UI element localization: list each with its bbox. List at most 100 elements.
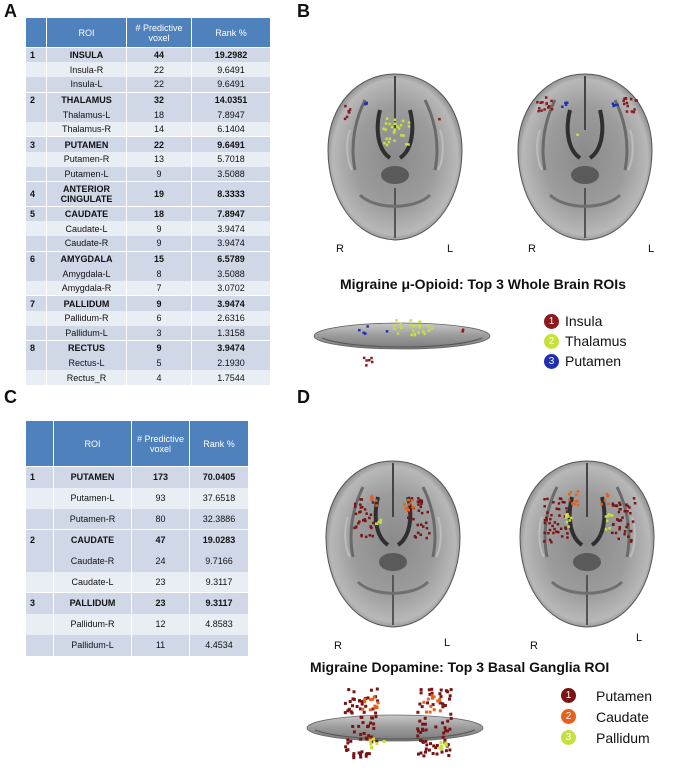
voxel-mark <box>550 108 554 111</box>
voxel-mark <box>355 705 359 708</box>
side-label-r: R <box>334 640 342 652</box>
voxel-mark <box>565 520 569 524</box>
cell-index: 3 <box>25 136 47 152</box>
table-row-subregion: Rectus_R 4 1.7544 <box>25 370 271 386</box>
voxel-mark <box>385 117 389 120</box>
voxel-mark <box>385 330 389 333</box>
voxel-mark <box>448 697 451 701</box>
voxel-mark <box>618 526 621 529</box>
voxel-mark <box>376 699 380 703</box>
voxel-mark <box>424 739 428 743</box>
voxel-mark <box>347 707 351 711</box>
voxel-mark <box>438 692 442 696</box>
cell-roi: Rectus_R <box>46 370 127 386</box>
legend-number-badge: 1 <box>561 688 576 703</box>
voxel-mark <box>347 688 351 692</box>
voxel-mark <box>370 360 374 364</box>
voxel-mark <box>352 756 356 760</box>
voxel-mark <box>628 506 631 509</box>
cell-roi: CAUDATE <box>46 206 127 222</box>
voxel-mark <box>411 329 415 332</box>
voxel-mark <box>375 504 378 507</box>
header-rank: Rank % <box>191 17 271 48</box>
voxel-mark <box>393 118 397 121</box>
table-row-subregion: Pallidum-R 12 4.8583 <box>25 613 249 635</box>
voxel-mark <box>366 696 370 700</box>
brain-axial-slice-d-left <box>324 459 462 629</box>
voxel-mark <box>611 523 615 526</box>
voxel-mark <box>370 735 374 739</box>
voxel-mark <box>574 499 577 503</box>
voxel-mark <box>566 101 569 104</box>
voxel-mark <box>357 751 361 755</box>
voxel-mark <box>561 105 564 108</box>
voxel-mark <box>375 522 378 525</box>
cell-voxel: 7 <box>126 280 192 296</box>
cell-index: 6 <box>25 250 47 267</box>
cell-voxel: 22 <box>126 77 192 93</box>
cell-voxel: 15 <box>126 250 192 267</box>
voxel-mark <box>625 503 628 506</box>
voxel-mark <box>369 742 373 746</box>
voxel-mark <box>385 143 389 147</box>
table-row-subregion: Rectus-L 5 2.1930 <box>25 355 271 371</box>
voxel-mark <box>384 128 387 131</box>
cell-roi: PALLIDUM <box>53 592 132 614</box>
cell-roi: Pallidum-L <box>46 325 127 341</box>
voxel-mark <box>370 356 373 360</box>
voxel-mark <box>403 502 406 506</box>
side-label-r: R <box>336 243 344 255</box>
voxel-mark <box>447 754 451 757</box>
voxel-mark <box>362 331 365 335</box>
voxel-mark <box>364 535 368 539</box>
side-label-l: L <box>648 243 655 255</box>
cell-index <box>25 121 47 137</box>
voxel-mark <box>438 709 442 713</box>
cell-voxel: 93 <box>131 487 190 509</box>
voxel-mark <box>419 751 423 755</box>
voxel-mark <box>573 502 577 506</box>
voxel-mark <box>416 729 420 733</box>
voxel-mark <box>379 521 382 524</box>
voxel-mark <box>388 137 392 140</box>
cell-index: 2 <box>25 529 54 551</box>
legend-number-badge: 1 <box>544 313 559 329</box>
voxel-mark <box>373 706 377 710</box>
voxel-mark <box>364 519 367 523</box>
voxel-mark <box>550 514 553 517</box>
voxel-mark <box>611 531 614 535</box>
voxel-mark <box>359 503 362 506</box>
voxel-mark <box>629 512 632 515</box>
voxel-mark <box>401 119 405 123</box>
voxel-mark <box>369 721 373 725</box>
voxel-mark <box>564 526 567 529</box>
voxel-mark <box>394 323 397 327</box>
voxel-mark <box>364 754 368 758</box>
cell-voxel: 23 <box>131 592 190 614</box>
voxel-mark <box>564 103 568 106</box>
cell-index: 8 <box>25 340 47 356</box>
voxel-mark <box>448 727 452 731</box>
header-voxel: # Predictive voxel <box>126 17 192 48</box>
voxel-mark <box>624 97 628 100</box>
voxel-mark <box>441 735 445 739</box>
voxel-mark <box>612 104 615 108</box>
voxel-mark <box>357 522 360 525</box>
voxel-mark <box>371 534 374 538</box>
voxel-mark <box>349 710 353 714</box>
roi-table-dopamine: ROI # Predictive voxel Rank % 1 PUTAMEN 17… <box>25 420 249 656</box>
voxel-mark <box>543 108 546 111</box>
voxel-mark <box>434 746 438 750</box>
voxel-mark <box>364 704 368 708</box>
table-row-region: 4 ANTERIOR CINGULATE 19 8.3333 <box>25 181 271 207</box>
header-roi: ROI <box>46 17 127 48</box>
voxel-mark <box>439 688 443 692</box>
voxel-mark <box>438 701 442 705</box>
cell-index <box>25 166 47 182</box>
voxel-mark <box>393 128 397 131</box>
table-row-subregion: Amygdala-R 7 3.0702 <box>25 280 271 296</box>
voxel-mark <box>382 739 386 743</box>
panel-letter-c: C <box>4 387 17 407</box>
voxel-mark <box>629 97 633 101</box>
table-row-region: 2 CAUDATE 47 19.0283 <box>25 529 249 551</box>
